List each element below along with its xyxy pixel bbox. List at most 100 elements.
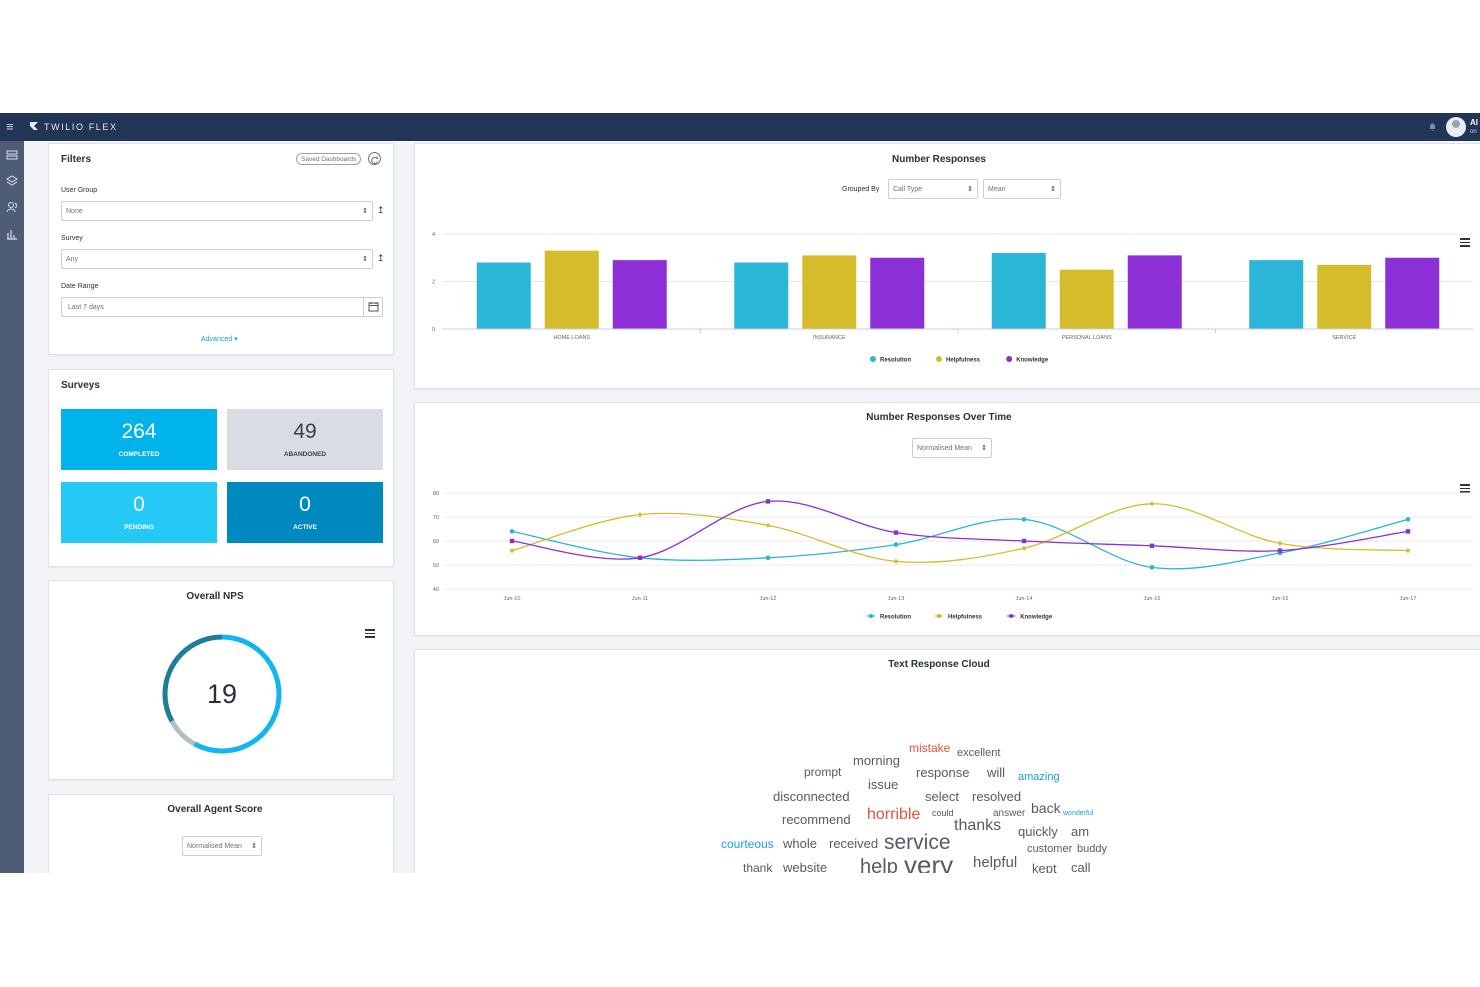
user-status: on: [1470, 129, 1477, 135]
data-point: [1149, 543, 1155, 548]
bar: [802, 255, 857, 329]
x-tick-label: Jun-15: [1144, 596, 1161, 602]
legend-label: Helpfulness: [946, 358, 981, 364]
cloud-word: disconnected: [773, 789, 850, 804]
sort-icon[interactable]: ↥: [377, 205, 385, 215]
user-group-label: User Group: [61, 187, 98, 194]
active-label: ACTIVE: [293, 524, 317, 531]
cloud-word: back: [1031, 800, 1061, 816]
list-icon[interactable]: [5, 148, 19, 162]
saved-dashboards-button[interactable]: Saved Dashboards: [296, 153, 362, 165]
data-point: [637, 555, 643, 560]
over-time-select-value: Normalised Mean: [917, 445, 972, 452]
data-point: [1405, 517, 1411, 522]
chart-menu-icon[interactable]: [1460, 238, 1470, 247]
select-caret-icon: ⇕: [981, 445, 987, 452]
status-icon[interactable]: [1428, 122, 1437, 132]
cloud-word: very: [904, 850, 954, 873]
cloud-word: received: [829, 836, 879, 851]
cloud-word: will: [987, 765, 1006, 780]
hamburger-menu-icon[interactable]: ≡: [6, 119, 14, 134]
cloud-word: thank: [743, 861, 773, 873]
aggregation-select[interactable]: Mean ⇕: [983, 179, 1061, 199]
bar-chart-icon[interactable]: [5, 227, 19, 241]
nps-title: Overall NPS: [186, 591, 244, 602]
group-select-value: Call Type: [893, 186, 923, 193]
cloud-word: morning: [853, 753, 900, 768]
survey-select[interactable]: Any ⇕: [61, 249, 373, 269]
active-tile[interactable]: 0 ACTIVE: [227, 482, 383, 543]
legend-label: Resolution: [880, 615, 911, 621]
completed-count: 264: [121, 420, 157, 443]
date-range-input[interactable]: Last 7 days: [61, 297, 383, 317]
data-point: [1149, 501, 1155, 507]
chart-menu-icon[interactable]: [365, 629, 375, 638]
data-point: [893, 542, 899, 547]
user-group-select[interactable]: None ⇕: [61, 201, 373, 221]
select-caret-icon: ⇕: [362, 256, 368, 263]
group-select[interactable]: Call Type ⇕: [888, 179, 978, 199]
filters-card: Filters Saved Dashboards User Group None…: [48, 143, 394, 355]
number-responses-title: Number Responses: [892, 154, 986, 165]
select-caret-icon: ⇕: [967, 186, 973, 193]
grouped-by-label: Grouped By: [842, 186, 880, 193]
legend-marker: [937, 614, 941, 618]
cloud-word: answer: [993, 808, 1026, 819]
x-tick-label: Jun-17: [1400, 596, 1417, 602]
cloud-word: website: [783, 860, 828, 873]
chart-menu-icon[interactable]: [1460, 484, 1470, 493]
layers-icon[interactable]: [5, 174, 19, 188]
x-tick-label: Jun-11: [632, 596, 648, 602]
data-point: [1277, 548, 1283, 553]
x-tick-label: Jun-13: [888, 596, 905, 602]
data-point: [893, 558, 899, 564]
refresh-button[interactable]: [368, 152, 381, 165]
data-point: [1021, 517, 1027, 522]
cloud-word: whole: [783, 836, 817, 851]
cloud-word: thanks: [954, 817, 1002, 834]
user-avatar[interactable]: [1446, 117, 1466, 137]
survey-value: Any: [66, 256, 79, 263]
number-responses-chart: 0 2 4 HOME LOANS INSURANCE PERSONAL LOANS SERV…: [432, 232, 1473, 364]
select-caret-icon: ⇕: [251, 843, 257, 850]
aggregation-select-value: Mean: [988, 186, 1006, 193]
agent-score-select[interactable]: Normalised Mean ⇕: [182, 836, 262, 856]
data-point: [1277, 540, 1283, 546]
calendar-button[interactable]: [363, 297, 382, 317]
legend-label: Knowledge: [1020, 615, 1053, 621]
y-tick-label: 60: [433, 539, 439, 545]
cloud-word: could: [932, 808, 954, 818]
x-tick-label: Jun-16: [1272, 596, 1289, 602]
x-tick-label: Jun-14: [1016, 596, 1033, 602]
cloud-word: excellent: [957, 747, 1001, 759]
select-caret-icon: ⇕: [1050, 186, 1056, 193]
number-responses-card: Number Responses Grouped By Call Type ⇕ …: [414, 143, 1480, 389]
team-icon[interactable]: [5, 200, 19, 214]
pending-tile[interactable]: 0 PENDING: [61, 482, 217, 543]
legend-marker: [870, 356, 876, 362]
advanced-link[interactable]: Advanced ▾: [201, 336, 238, 343]
bar: [734, 262, 789, 329]
agent-score-select-value: Normalised Mean: [187, 843, 242, 850]
legend-marker: [1006, 356, 1013, 362]
abandoned-tile[interactable]: 49 ABANDONED: [227, 409, 383, 470]
y-tick-label: 0: [432, 327, 435, 333]
y-tick-label: 80: [433, 491, 439, 497]
data-point: [893, 530, 899, 535]
cloud-word: call: [1071, 860, 1091, 873]
completed-tile[interactable]: 264 COMPLETED: [61, 409, 217, 470]
x-tick-label: Jun-10: [504, 596, 521, 602]
y-tick-label: 2: [432, 280, 435, 286]
completed-label: COMPLETED: [118, 451, 160, 458]
x-tick-label: INSURANCE: [813, 335, 846, 341]
bar: [476, 262, 531, 329]
x-tick-label: HOME LOANS: [553, 335, 590, 341]
over-time-select[interactable]: Normalised Mean ⇕: [912, 438, 992, 458]
data-point: [765, 555, 771, 561]
y-tick-label: 50: [433, 563, 439, 569]
bar: [1127, 255, 1182, 329]
series-line: [511, 518, 1409, 570]
user-group-value: None: [66, 208, 83, 215]
sort-icon[interactable]: ↥: [377, 253, 385, 263]
filters-title: Filters: [61, 154, 92, 165]
